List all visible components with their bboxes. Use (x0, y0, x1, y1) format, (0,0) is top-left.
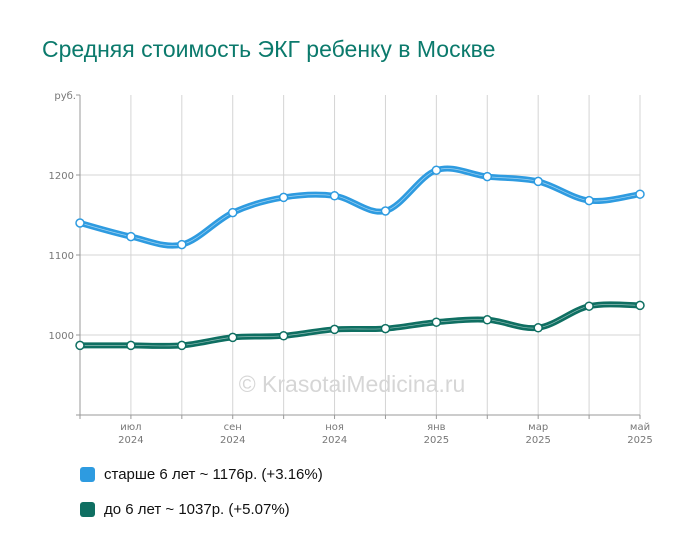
data-point (635, 189, 645, 199)
x-tick-year: 2025 (627, 435, 652, 446)
data-point (380, 323, 391, 334)
legend-item-younger[interactable]: до 6 лет ~ 1037р. (+5.07%) (80, 501, 290, 518)
series-1 (75, 300, 645, 351)
data-point (380, 206, 391, 216)
data-point (635, 300, 645, 311)
legend-swatch-younger (80, 502, 95, 517)
data-point (278, 331, 289, 341)
series-line (77, 165, 643, 249)
x-tick-label: май (630, 422, 650, 433)
legend-label-younger: до 6 лет ~ 1037р. (+5.07%) (104, 501, 290, 518)
data-point (482, 171, 493, 182)
chart-title: Средняя стоимость ЭКГ ребенку в Москве (42, 36, 496, 62)
data-point (227, 207, 238, 218)
data-point (431, 165, 442, 175)
x-tick-year: 2025 (424, 435, 449, 446)
x-tick-label: ноя (325, 422, 344, 433)
data-point (533, 323, 543, 333)
data-point (126, 340, 136, 351)
data-point (329, 324, 340, 335)
data-point (329, 191, 340, 201)
data-point (533, 176, 543, 187)
data-point (584, 301, 594, 311)
x-tick-label: янв (427, 422, 446, 433)
x-tick-year: 2024 (220, 435, 245, 446)
series-line-highlight (80, 303, 641, 347)
series-line (77, 301, 643, 349)
y-tick-label: 1100 (49, 251, 74, 262)
data-point (584, 195, 594, 206)
x-tick-label: июл (120, 422, 141, 433)
x-tick-year: 2024 (322, 435, 347, 446)
y-tick-label: 1000 (49, 331, 74, 342)
x-tick-label: сен (224, 422, 242, 433)
data-point (482, 315, 493, 325)
legend-label-older: старше 6 лет ~ 1176р. (+3.16%) (104, 466, 323, 483)
x-tick-year: 2025 (525, 435, 550, 446)
legend-swatch-older (80, 467, 95, 482)
data-point (278, 192, 289, 203)
grid-layer (80, 95, 641, 415)
y-axis-label: руб. (54, 91, 76, 102)
data-point (431, 317, 442, 327)
series-0 (75, 165, 645, 250)
data-point (126, 231, 136, 242)
axis-layer: 1000 1100 1200 руб. июл 2024 сен 2024 ноя 2024 янв… (49, 91, 653, 446)
x-tick-label: мар (528, 422, 548, 433)
legend-item-older[interactable]: старше 6 лет ~ 1176р. (+3.16%) (80, 466, 323, 483)
data-point (177, 340, 187, 351)
data-point (75, 218, 85, 228)
y-tick-label: 1200 (49, 171, 74, 182)
x-tick-year: 2024 (118, 435, 143, 446)
watermark: © KrasotaiMedicina.ru (239, 371, 466, 397)
data-point (177, 239, 187, 250)
data-point (227, 332, 238, 343)
series-layer (75, 165, 645, 351)
data-point (75, 340, 85, 351)
